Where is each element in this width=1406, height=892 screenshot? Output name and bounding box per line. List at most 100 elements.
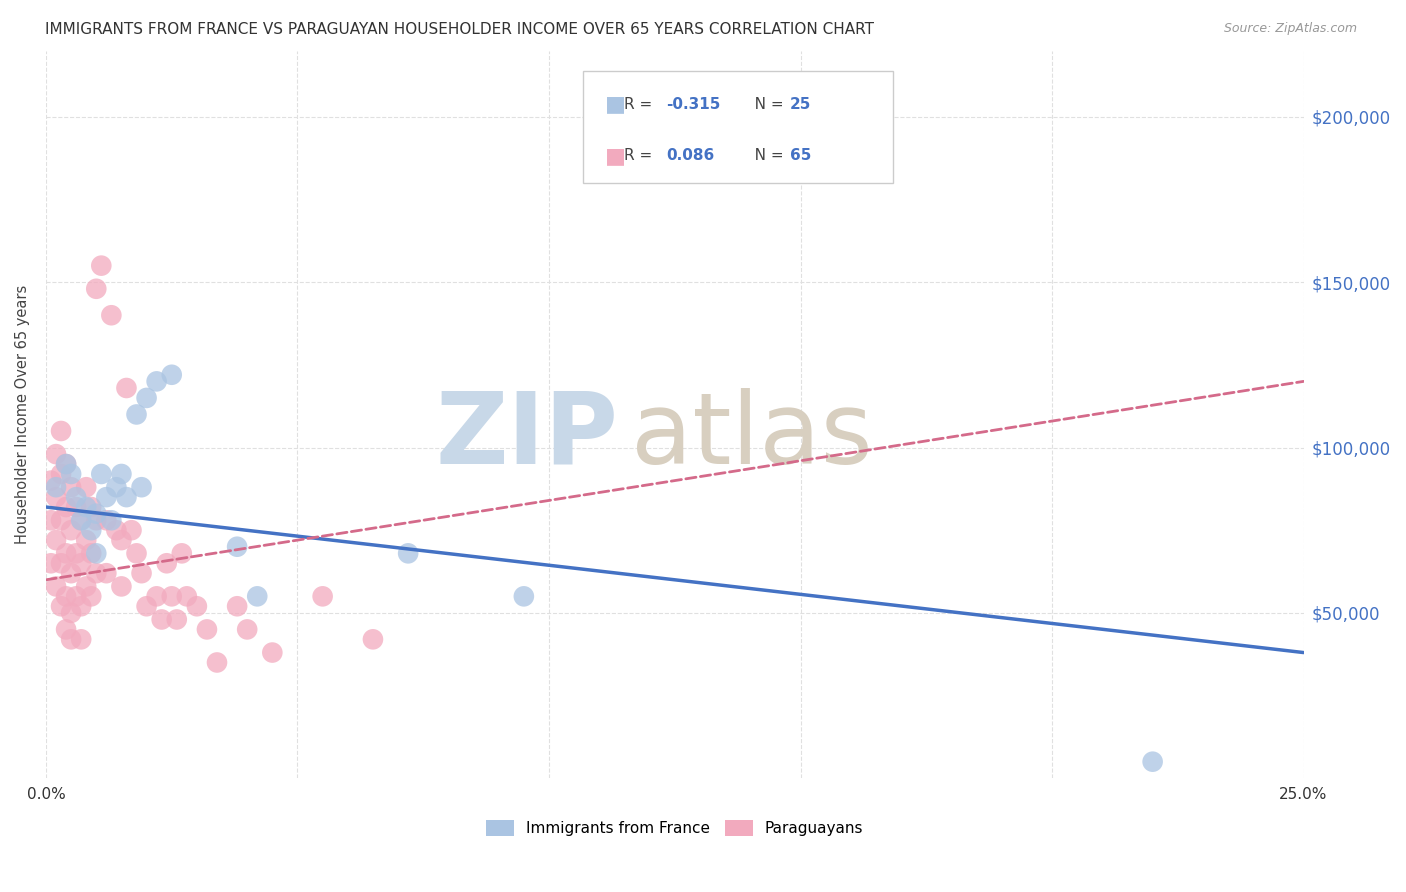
Point <box>96 490 118 504</box>
Point <box>166 612 188 626</box>
Point <box>115 381 138 395</box>
Point <box>226 599 249 614</box>
Point <box>75 480 97 494</box>
Point <box>55 500 77 514</box>
Point <box>205 656 228 670</box>
Point <box>39 474 62 488</box>
Text: R =: R = <box>624 97 658 112</box>
Text: ■: ■ <box>605 145 626 166</box>
Text: -0.315: -0.315 <box>666 97 721 112</box>
Point <box>60 467 83 481</box>
Text: ZIP: ZIP <box>436 388 619 484</box>
Point <box>226 540 249 554</box>
Text: ■: ■ <box>605 95 626 114</box>
Point <box>110 579 132 593</box>
Point <box>361 632 384 647</box>
Point <box>513 590 536 604</box>
Point <box>80 523 103 537</box>
Point <box>84 507 107 521</box>
Point <box>145 375 167 389</box>
Point <box>105 523 128 537</box>
Point <box>170 546 193 560</box>
Point <box>110 533 132 548</box>
Point <box>70 599 93 614</box>
Point <box>65 590 87 604</box>
Point <box>115 490 138 504</box>
Point <box>84 513 107 527</box>
Point <box>110 467 132 481</box>
Point <box>135 599 157 614</box>
Point <box>75 500 97 514</box>
Text: 25: 25 <box>790 97 811 112</box>
Point <box>60 632 83 647</box>
Point <box>131 566 153 581</box>
Text: R =: R = <box>624 148 658 163</box>
Point <box>186 599 208 614</box>
Point <box>1142 755 1164 769</box>
Point <box>121 523 143 537</box>
Point <box>49 556 72 570</box>
Point <box>262 646 284 660</box>
Point <box>135 391 157 405</box>
Point <box>65 500 87 514</box>
Point <box>100 513 122 527</box>
Point <box>55 590 77 604</box>
Point <box>246 590 269 604</box>
Point <box>311 590 333 604</box>
Point <box>96 566 118 581</box>
Point <box>100 308 122 322</box>
Point <box>75 579 97 593</box>
Point <box>145 590 167 604</box>
Point <box>80 590 103 604</box>
Point <box>49 599 72 614</box>
Point <box>105 480 128 494</box>
Point <box>49 467 72 481</box>
Point <box>70 513 93 527</box>
Point <box>80 546 103 560</box>
Point <box>55 623 77 637</box>
Text: Source: ZipAtlas.com: Source: ZipAtlas.com <box>1223 22 1357 36</box>
Point <box>60 606 83 620</box>
Point <box>65 546 87 560</box>
Point <box>125 408 148 422</box>
Point <box>39 556 62 570</box>
Point <box>60 480 83 494</box>
Point <box>45 447 67 461</box>
Point <box>156 556 179 570</box>
Text: N =: N = <box>740 97 787 112</box>
Text: atlas: atlas <box>631 388 872 484</box>
Point <box>131 480 153 494</box>
Point <box>45 579 67 593</box>
Point <box>195 623 218 637</box>
Point <box>150 612 173 626</box>
Point <box>75 533 97 548</box>
Point <box>55 546 77 560</box>
Point <box>160 368 183 382</box>
Point <box>96 513 118 527</box>
Point <box>60 566 83 581</box>
Point <box>84 546 107 560</box>
Point <box>84 566 107 581</box>
Point <box>39 513 62 527</box>
Point <box>70 513 93 527</box>
Point <box>236 623 259 637</box>
Point <box>49 424 72 438</box>
Point <box>176 590 198 604</box>
Point <box>396 546 419 560</box>
Point <box>90 259 112 273</box>
Point <box>70 556 93 570</box>
Text: IMMIGRANTS FROM FRANCE VS PARAGUAYAN HOUSEHOLDER INCOME OVER 65 YEARS CORRELATIO: IMMIGRANTS FROM FRANCE VS PARAGUAYAN HOU… <box>45 22 875 37</box>
Y-axis label: Householder Income Over 65 years: Householder Income Over 65 years <box>15 285 30 544</box>
Point <box>80 500 103 514</box>
Point <box>49 513 72 527</box>
Point <box>45 480 67 494</box>
Point <box>45 533 67 548</box>
Point <box>90 467 112 481</box>
Point <box>55 457 77 471</box>
Text: 65: 65 <box>790 148 811 163</box>
Legend: Immigrants from France, Paraguayans: Immigrants from France, Paraguayans <box>486 820 863 836</box>
Point <box>84 282 107 296</box>
Point <box>70 632 93 647</box>
Text: N =: N = <box>740 148 787 163</box>
Point <box>125 546 148 560</box>
